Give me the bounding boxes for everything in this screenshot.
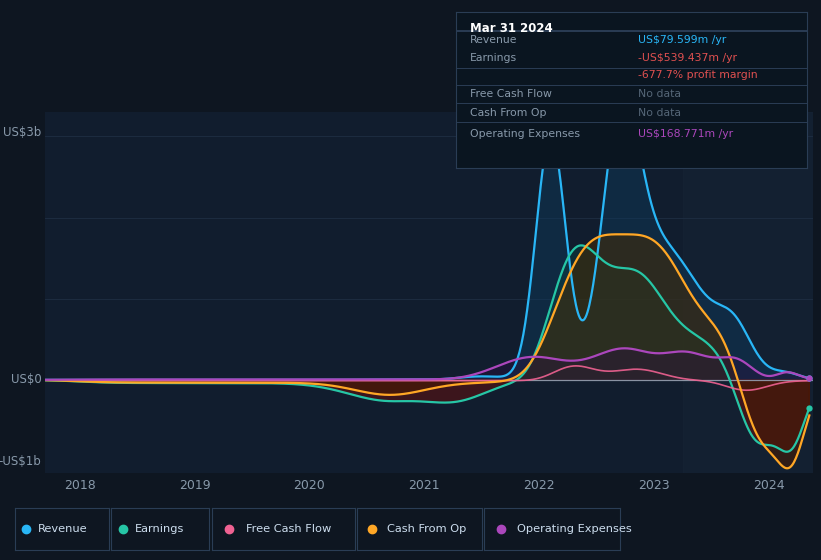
Text: US$168.771m /yr: US$168.771m /yr bbox=[639, 129, 733, 139]
Text: -US$539.437m /yr: -US$539.437m /yr bbox=[639, 53, 737, 63]
Text: US$0: US$0 bbox=[11, 374, 41, 386]
Text: Free Cash Flow: Free Cash Flow bbox=[246, 524, 332, 534]
Text: Cash From Op: Cash From Op bbox=[470, 108, 546, 118]
Text: Revenue: Revenue bbox=[38, 524, 87, 534]
Text: US$3b: US$3b bbox=[3, 126, 41, 139]
Text: Earnings: Earnings bbox=[135, 524, 184, 534]
Text: Free Cash Flow: Free Cash Flow bbox=[470, 89, 552, 99]
Text: No data: No data bbox=[639, 108, 681, 118]
Text: -677.7% profit margin: -677.7% profit margin bbox=[639, 71, 758, 81]
Text: Operating Expenses: Operating Expenses bbox=[470, 129, 580, 139]
Text: No data: No data bbox=[639, 89, 681, 99]
Bar bbox=[683, 112, 813, 473]
Text: Earnings: Earnings bbox=[470, 53, 517, 63]
Text: -US$1b: -US$1b bbox=[0, 455, 41, 468]
Text: US$79.599m /yr: US$79.599m /yr bbox=[639, 35, 727, 45]
Text: Revenue: Revenue bbox=[470, 35, 517, 45]
Text: Mar 31 2024: Mar 31 2024 bbox=[470, 22, 553, 35]
Text: Operating Expenses: Operating Expenses bbox=[517, 524, 631, 534]
Text: Cash From Op: Cash From Op bbox=[387, 524, 466, 534]
